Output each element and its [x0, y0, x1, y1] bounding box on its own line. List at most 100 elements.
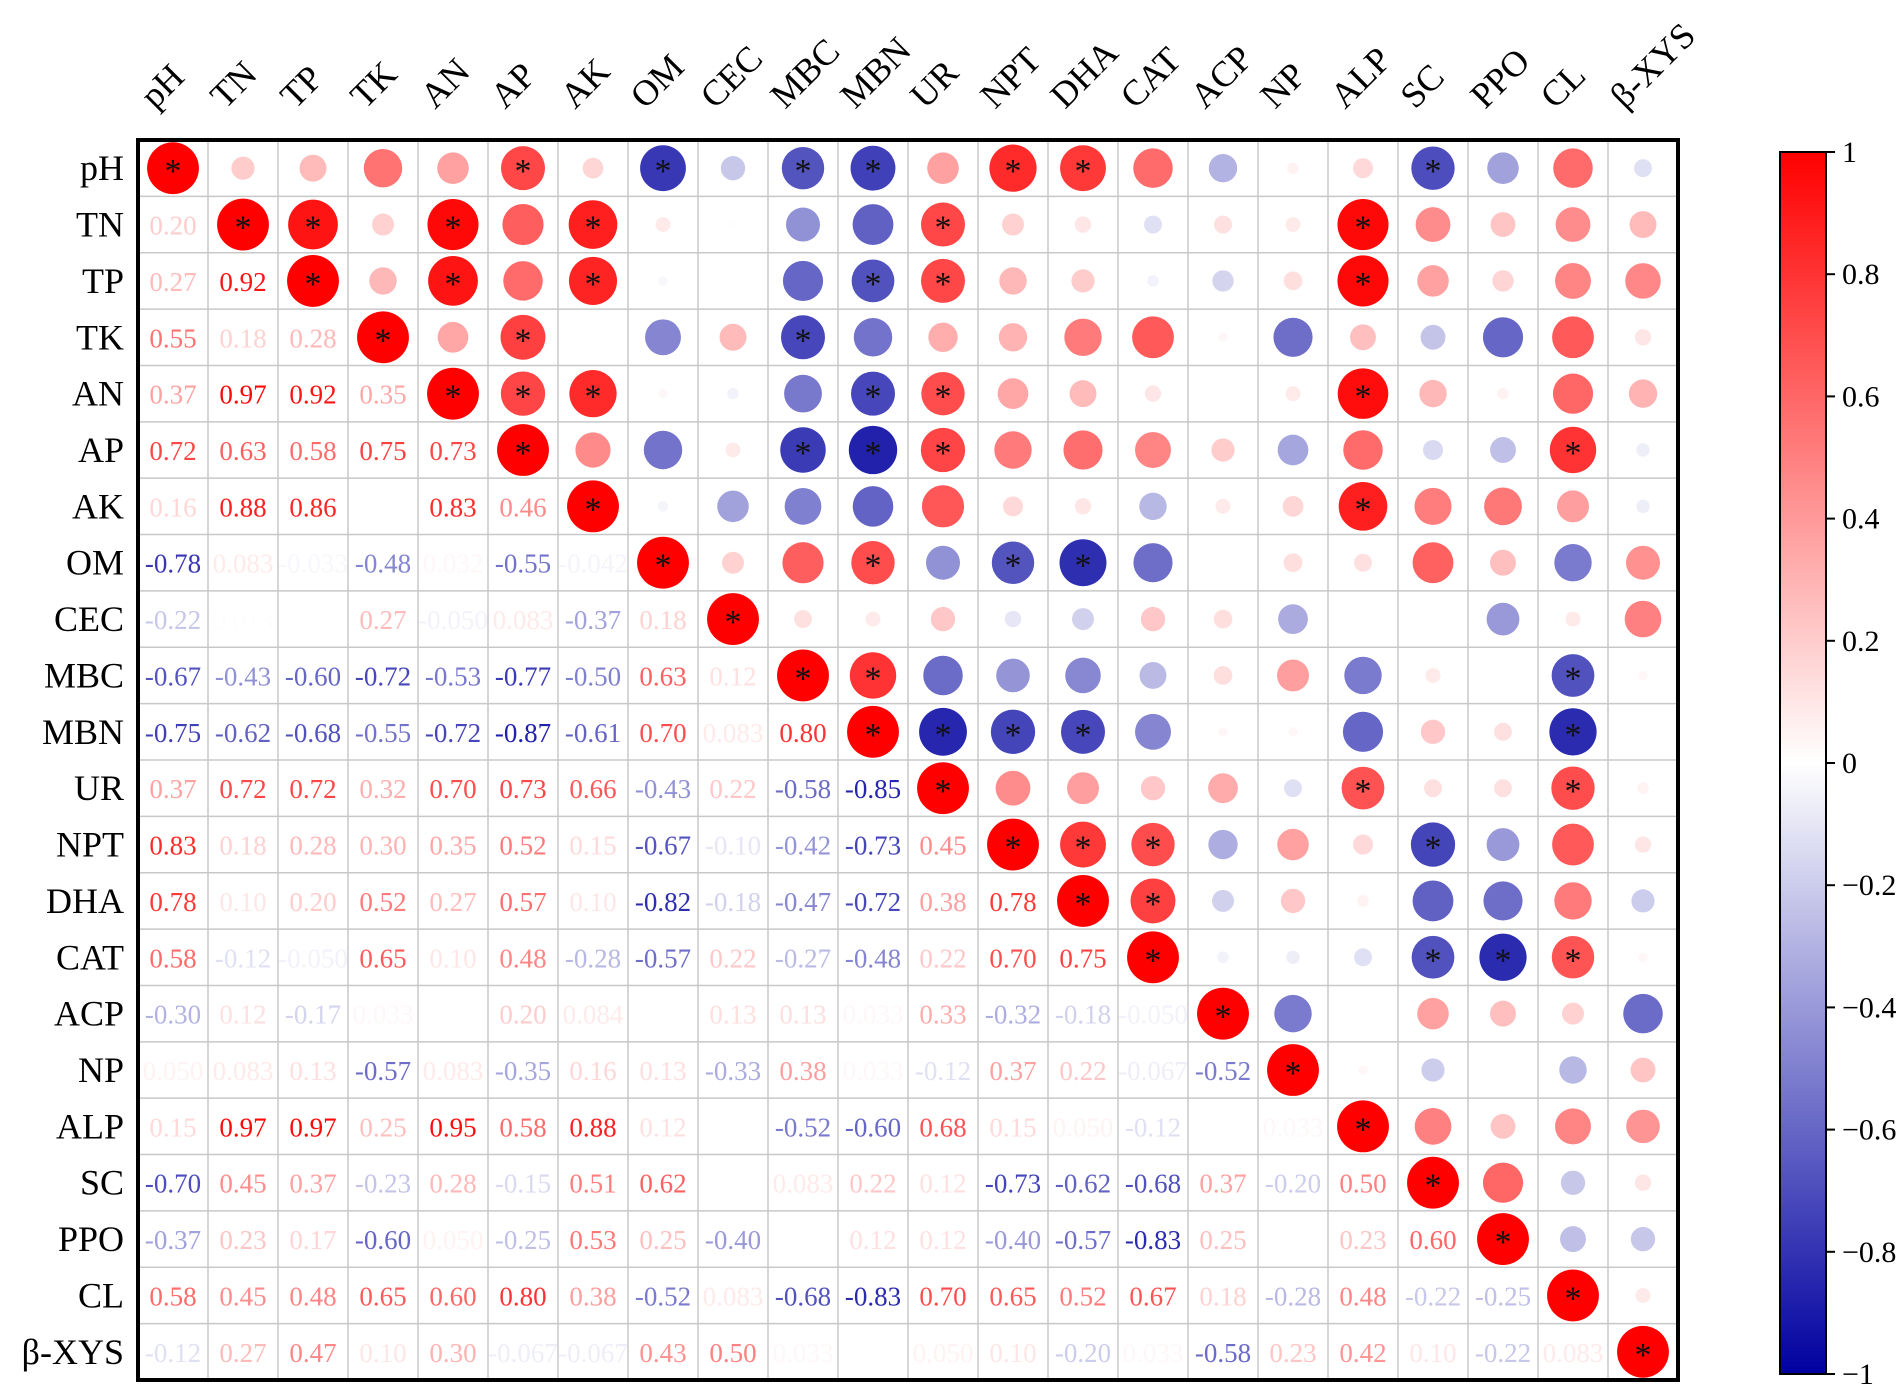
corr-circle-TP-DHA	[1071, 269, 1095, 293]
corr-circle-CAT-PPO	[1479, 933, 1527, 981]
corr-label-DHA-AN: 0.27	[429, 887, 476, 917]
corr-circle-MBN-PPO	[1494, 722, 1512, 741]
corr-circle-CEC-ACP	[1213, 609, 1233, 629]
corr-label-β-XYS-TP: 0.47	[289, 1338, 336, 1368]
corr-label-TK-pH: 0.55	[149, 323, 196, 353]
colorbar-tick-label: 0.2	[1842, 625, 1880, 658]
corr-label-CEC-AK: -0.37	[565, 605, 621, 635]
corr-label-SC-DHA: -0.62	[1055, 1169, 1111, 1199]
significance-star: *	[1355, 379, 1372, 416]
corr-circle-MBN-SC	[1420, 719, 1446, 744]
corr-circle-TN-CAT	[1144, 215, 1162, 234]
colorbar-tick-label: −0.6	[1842, 1114, 1896, 1147]
corr-circle-AN-SC	[1419, 379, 1447, 408]
corr-label-CL-TP: 0.48	[289, 1281, 336, 1311]
corr-circle-pH-pH	[147, 142, 199, 195]
corr-label-MBN-OM: 0.70	[639, 718, 686, 748]
corr-label-β-XYS-OM: 0.43	[639, 1338, 686, 1368]
corr-circle-NPT-β-XYS	[1634, 836, 1652, 853]
corr-label-AK-pH: 0.16	[149, 492, 196, 522]
corr-label-CAT-AP: 0.48	[499, 943, 546, 973]
corr-circle-CEC-PPO	[1486, 602, 1520, 636]
corr-circle-AP-SC	[1422, 439, 1444, 461]
corr-label-PPO-AP: -0.25	[495, 1225, 551, 1255]
corr-label-SC-ALP: 0.50	[1339, 1169, 1386, 1199]
corr-circle-UR-β-XYS	[1637, 782, 1649, 794]
corr-circle-CAT-CAT	[1127, 931, 1179, 984]
corr-label-NP-CEC: -0.33	[705, 1056, 761, 1086]
corr-label-β-XYS-AN: 0.30	[429, 1338, 476, 1368]
significance-star: *	[515, 322, 532, 359]
column-label-CEC: CEC	[692, 38, 770, 116]
corr-label-CEC-TN: 0.013	[213, 605, 274, 635]
corr-circle-AN-MBN	[851, 371, 895, 416]
corr-circle-MBC-NP	[1277, 659, 1309, 692]
corr-circle-AK-NP	[1282, 495, 1304, 517]
column-label-TN: TN	[202, 53, 264, 115]
corr-label-TN-pH: 0.20	[149, 211, 196, 241]
significance-star: *	[795, 660, 812, 697]
corr-label-NP-AK: 0.16	[569, 1056, 616, 1086]
corr-label-CL-NP: -0.28	[1265, 1281, 1321, 1311]
corr-label-β-XYS-PPO: -0.22	[1475, 1338, 1531, 1368]
corr-label-UR-CEC: 0.22	[709, 774, 756, 804]
corr-label-NP-NPT: 0.37	[989, 1056, 1036, 1086]
corr-circle-TK-β-XYS	[1634, 329, 1652, 346]
significance-star: *	[935, 379, 952, 416]
significance-star: *	[445, 210, 462, 247]
corr-label-MBN-AP: -0.87	[495, 718, 551, 748]
significance-star: *	[865, 153, 882, 190]
corr-circle-OM-CAT	[1133, 543, 1173, 583]
corr-circle-TN-TK	[372, 213, 394, 236]
corr-label-PPO-DHA: -0.57	[1055, 1225, 1111, 1255]
corr-circle-AP-CAT	[1135, 432, 1171, 468]
significance-star: *	[935, 717, 952, 754]
corr-label-ALP-TP: 0.97	[289, 1112, 336, 1142]
corr-label-OM-TN: 0.083	[213, 549, 274, 579]
significance-star: *	[1355, 266, 1372, 303]
corr-label-ACP-AP: 0.20	[499, 1000, 546, 1030]
corr-label-ALP-NP: 0.033	[1263, 1112, 1324, 1142]
corr-circle-CEC-MBN	[865, 611, 881, 627]
corr-label-CAT-NPT: 0.70	[989, 943, 1036, 973]
significance-star: *	[935, 435, 952, 472]
corr-label-MBC-AK: -0.50	[565, 661, 621, 691]
corr-circle-TK-PPO	[1482, 317, 1524, 358]
significance-star: *	[1005, 830, 1022, 867]
corr-label-OM-AK: -0.042	[558, 549, 628, 579]
corr-circle-TP-OM	[658, 276, 668, 286]
corr-label-SC-NP: -0.20	[1265, 1169, 1321, 1199]
row-label-MBN: MBN	[42, 712, 124, 752]
corr-label-CL-ALP: 0.48	[1339, 1281, 1386, 1311]
corr-label-MBC-CEC: 0.12	[709, 661, 756, 691]
corr-circle-AK-DHA	[1074, 498, 1092, 515]
corr-circle-NPT-NP	[1277, 828, 1309, 861]
corr-circle-MBC-ACP	[1213, 666, 1233, 685]
corr-label-CL-AK: 0.38	[569, 1281, 616, 1311]
significance-star: *	[1145, 830, 1162, 867]
corr-circle-ALP-ALP	[1337, 1100, 1389, 1153]
corr-circle-AK-SC	[1414, 487, 1452, 525]
column-label-TK: TK	[342, 53, 404, 115]
corr-circle-AP-MBN	[848, 425, 898, 475]
corr-circle-CEC-DHA	[1072, 608, 1094, 631]
corr-label-PPO-SC: 0.60	[1409, 1225, 1456, 1255]
significance-star: *	[935, 773, 952, 810]
corr-label-MBC-AN: -0.53	[425, 661, 481, 691]
significance-star: *	[795, 322, 812, 359]
colorbar	[1779, 151, 1827, 1375]
corr-label-NPT-pH: 0.83	[149, 831, 196, 861]
column-label-AK: AK	[552, 51, 617, 116]
corr-label-OM-AP: -0.55	[495, 549, 551, 579]
significance-star: *	[935, 266, 952, 303]
row-label-NPT: NPT	[56, 825, 124, 865]
row-label-AN: AN	[72, 374, 124, 414]
corr-circle-AP-β-XYS	[1636, 443, 1650, 457]
corr-label-CAT-UR: 0.22	[919, 943, 966, 973]
corr-label-NP-OM: 0.13	[639, 1056, 686, 1086]
corr-label-SC-AP: -0.15	[495, 1169, 551, 1199]
corr-label-UR-MBC: -0.58	[775, 774, 831, 804]
corr-circle-β-XYS-β-XYS	[1617, 1325, 1669, 1378]
significance-star: *	[1215, 999, 1232, 1036]
significance-star: *	[1145, 886, 1162, 923]
